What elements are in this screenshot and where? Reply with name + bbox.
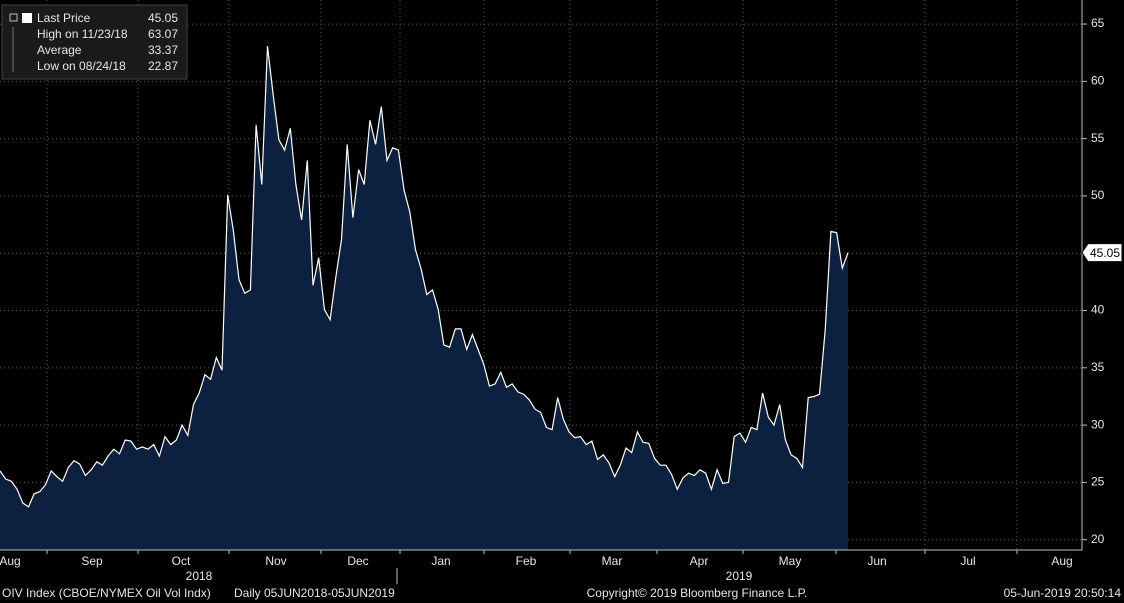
x-tick-label: Feb xyxy=(516,554,537,568)
legend-box xyxy=(1,4,188,80)
year-label: 2019 xyxy=(726,569,753,583)
y-tick-label: 55 xyxy=(1091,131,1105,145)
x-tick-label: Sep xyxy=(81,554,103,568)
x-tick-label: Jul xyxy=(960,554,975,568)
last-price-label: 45.05 xyxy=(1090,246,1120,260)
x-tick-label: May xyxy=(779,554,802,568)
legend-label: Last Price xyxy=(37,11,91,25)
copyright: Copyright© 2019 Bloomberg Finance L.P. xyxy=(587,586,808,600)
legend-value: 33.37 xyxy=(148,43,178,57)
legend-value: 45.05 xyxy=(148,11,178,25)
footer-subtitle: Daily 05JUN2018-05JUN2019 xyxy=(234,586,395,600)
y-tick-label: 60 xyxy=(1091,74,1105,88)
x-tick-label: Apr xyxy=(690,554,709,568)
x-tick-label: Nov xyxy=(265,554,286,568)
area xyxy=(0,46,848,550)
y-tick-label: 65 xyxy=(1091,16,1105,30)
x-tick-label: Mar xyxy=(602,554,623,568)
y-tick-label: 25 xyxy=(1091,475,1105,489)
price-line xyxy=(0,46,849,508)
legend-value: 63.07 xyxy=(148,27,178,41)
x-tick-label: Oct xyxy=(172,554,191,568)
y-tick-label: 50 xyxy=(1091,188,1105,202)
last-price-tag xyxy=(1081,243,1123,263)
y-tick-label: 40 xyxy=(1091,303,1105,317)
legend-value: 22.87 xyxy=(148,59,178,73)
y-tick-label: 20 xyxy=(1091,532,1105,546)
legend-label: Low on 08/24/18 xyxy=(37,59,126,73)
y-tick-label: 35 xyxy=(1091,360,1105,374)
legend-collapse xyxy=(9,13,18,22)
x-tick-label: Aug xyxy=(0,554,21,568)
y-tick-label: 30 xyxy=(1091,417,1105,431)
timestamp: 05-Jun-2019 20:50:14 xyxy=(1004,586,1122,600)
x-tick-label: Aug xyxy=(1051,554,1072,568)
x-tick-label: Jan xyxy=(431,554,450,568)
x-tick-label: Jun xyxy=(867,554,886,568)
legend-label: Average xyxy=(37,43,82,57)
footer-title: OIV Index (CBOE/NYMEX Oil Vol Indx) xyxy=(2,586,211,600)
legend-swatch xyxy=(22,13,32,23)
year-label: 2018 xyxy=(186,569,213,583)
legend-label: High on 11/23/18 xyxy=(37,27,128,41)
x-tick-label: Dec xyxy=(347,554,368,568)
